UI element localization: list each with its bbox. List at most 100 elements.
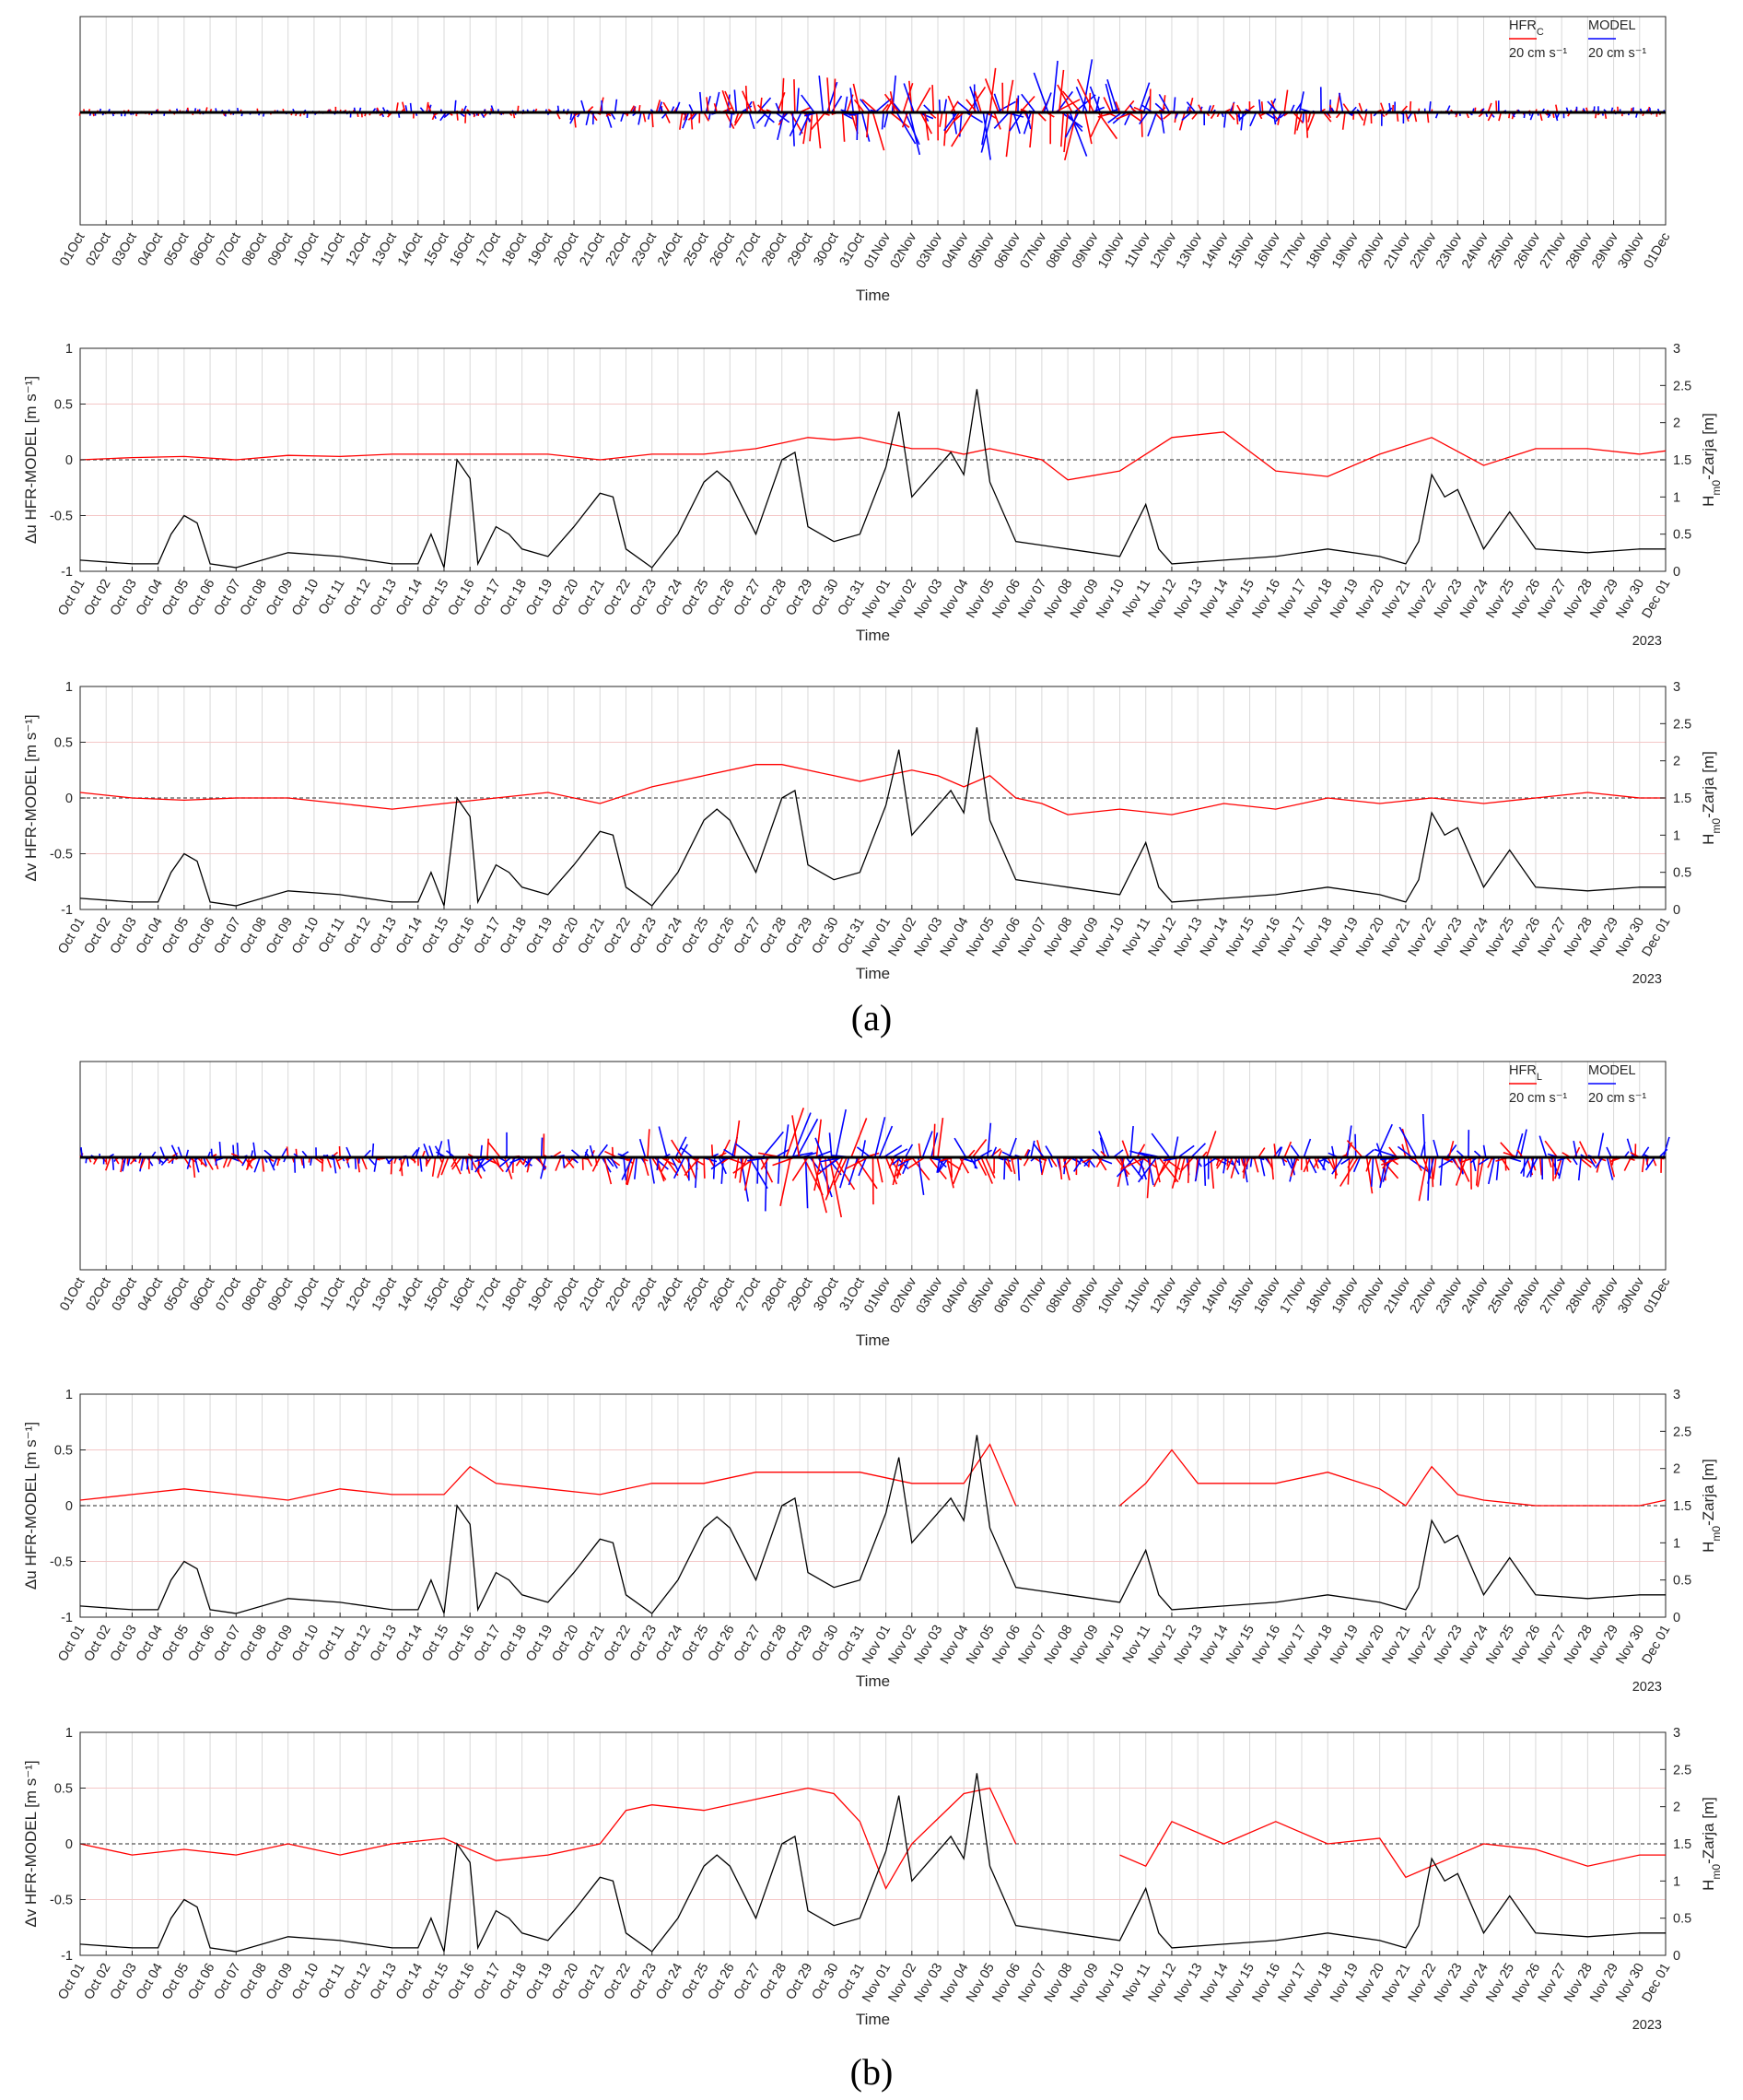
stick-hfr (671, 1139, 684, 1158)
stick-model (818, 75, 825, 113)
stick-hfr (826, 77, 831, 113)
stick-hfr (1405, 111, 1410, 122)
ytick-right-label: 2 (1673, 755, 1680, 769)
stick-hfr (1253, 1156, 1259, 1173)
stick-model (974, 1156, 977, 1169)
series-hm0 (79, 389, 1666, 569)
stick-model (917, 1156, 925, 1195)
stick-hfr (866, 111, 870, 138)
ytick-left-label: 0 (65, 1499, 73, 1514)
stick-hfr (1358, 102, 1363, 113)
stick-hfr (752, 100, 757, 113)
stick-model (943, 99, 948, 113)
stick-hfr (911, 1156, 930, 1181)
stick-model (614, 99, 618, 113)
stick-hfr (1240, 1156, 1245, 1167)
year-label: 2023 (1632, 972, 1662, 987)
ytick-right-label: 0 (1673, 1611, 1680, 1625)
stick-hfr (1379, 1156, 1399, 1179)
stick-model (1482, 1144, 1487, 1158)
legend-hfr-scale: 20 cm s⁻¹ (1509, 1091, 1567, 1106)
ylabel-left: Δv HFR-MODEL [m s⁻¹] (22, 1760, 40, 1927)
legend-hfr-label: HFRL (1509, 1063, 1542, 1083)
stick-hfr (706, 97, 709, 113)
stick-model (1147, 1156, 1154, 1186)
ytick-right-label: 0 (1673, 1949, 1680, 1964)
stick-model (990, 1146, 998, 1158)
stick-model (878, 1125, 894, 1158)
stick-model (936, 1156, 942, 1173)
stick-hfr (734, 1156, 740, 1179)
stick-hfr (1041, 1156, 1047, 1176)
stick-model (1487, 1156, 1495, 1185)
stick-hfr (1426, 111, 1430, 123)
stick-model (673, 1156, 685, 1179)
stick-model (1259, 1156, 1266, 1177)
ylabel-left: Δu HFR-MODEL [m s⁻¹] (22, 376, 40, 544)
stick-hfr (437, 1156, 445, 1179)
ytick-right-label: 2 (1673, 1462, 1680, 1477)
stick-hfr (334, 1156, 342, 1169)
stick-model (1595, 1156, 1604, 1169)
stick-model (755, 111, 767, 124)
stick-model (638, 1138, 647, 1158)
stick-model (705, 95, 711, 113)
stick-hfr (1011, 1156, 1016, 1175)
stick-model (1588, 1156, 1596, 1167)
stick-model (524, 1156, 533, 1167)
stick-hfr (1296, 111, 1303, 131)
stick-model (848, 1156, 859, 1186)
stick-hfr (684, 1156, 701, 1177)
stick-hfr (662, 101, 671, 113)
stick-model (904, 1144, 914, 1158)
stick-hfr (950, 100, 959, 113)
stick-hfr (780, 77, 785, 112)
stick-hfr (945, 1156, 954, 1189)
stick-hfr (1487, 1156, 1493, 1168)
stick-model (1160, 111, 1165, 134)
stick-model (1370, 1156, 1375, 1187)
ytick-left-label: -1 (61, 1611, 73, 1625)
ylabel-right-rest: -Zarja [m] (1700, 413, 1717, 480)
stick-hfr (1231, 102, 1234, 113)
stick-model (789, 111, 802, 137)
ytick-right-label: 2.5 (1673, 379, 1691, 393)
stick-hfr (1283, 1141, 1293, 1158)
stick-model (1138, 1156, 1148, 1180)
stick-model (498, 1156, 512, 1167)
ytick-left-label: 1 (65, 1726, 73, 1741)
stick-hfr (1455, 1156, 1468, 1186)
stick-model (1105, 83, 1115, 113)
stick-hfr (651, 1156, 667, 1180)
stick-hfr (626, 1156, 636, 1186)
stick-hfr (1293, 111, 1304, 124)
stick-hfr (802, 1156, 824, 1196)
stick-hfr (845, 1156, 870, 1170)
stick-hfr (1303, 1156, 1312, 1173)
stick-hfr (227, 1156, 233, 1167)
stick-model (1285, 1156, 1293, 1169)
stick-hfr (677, 1156, 690, 1179)
stick-model (170, 1144, 179, 1158)
stick-hfr (924, 111, 930, 141)
ylabel-right-main: H (1700, 1880, 1717, 1891)
stick-hfr (939, 111, 943, 127)
stick-hfr (1178, 111, 1186, 131)
legend-model-scale: 20 cm s⁻¹ (1588, 1091, 1646, 1106)
ytick-left-label: 0 (65, 1837, 73, 1852)
stick-model (1158, 93, 1171, 113)
stick-model (333, 1156, 337, 1174)
stick-model (253, 1156, 261, 1173)
stick-hfr (1179, 1156, 1195, 1173)
stick-hfr (139, 1156, 146, 1169)
stick-hfr (401, 101, 406, 113)
ytick-left-label: -0.5 (50, 1555, 73, 1570)
stick-hfr (1115, 101, 1121, 113)
stick-model (1272, 111, 1277, 125)
xlabel: Time (856, 1332, 890, 1349)
stick-hfr (1283, 89, 1289, 113)
stick-hfr (1049, 1156, 1058, 1167)
stick-model (1038, 1156, 1043, 1175)
stick-hfr (1059, 111, 1065, 147)
